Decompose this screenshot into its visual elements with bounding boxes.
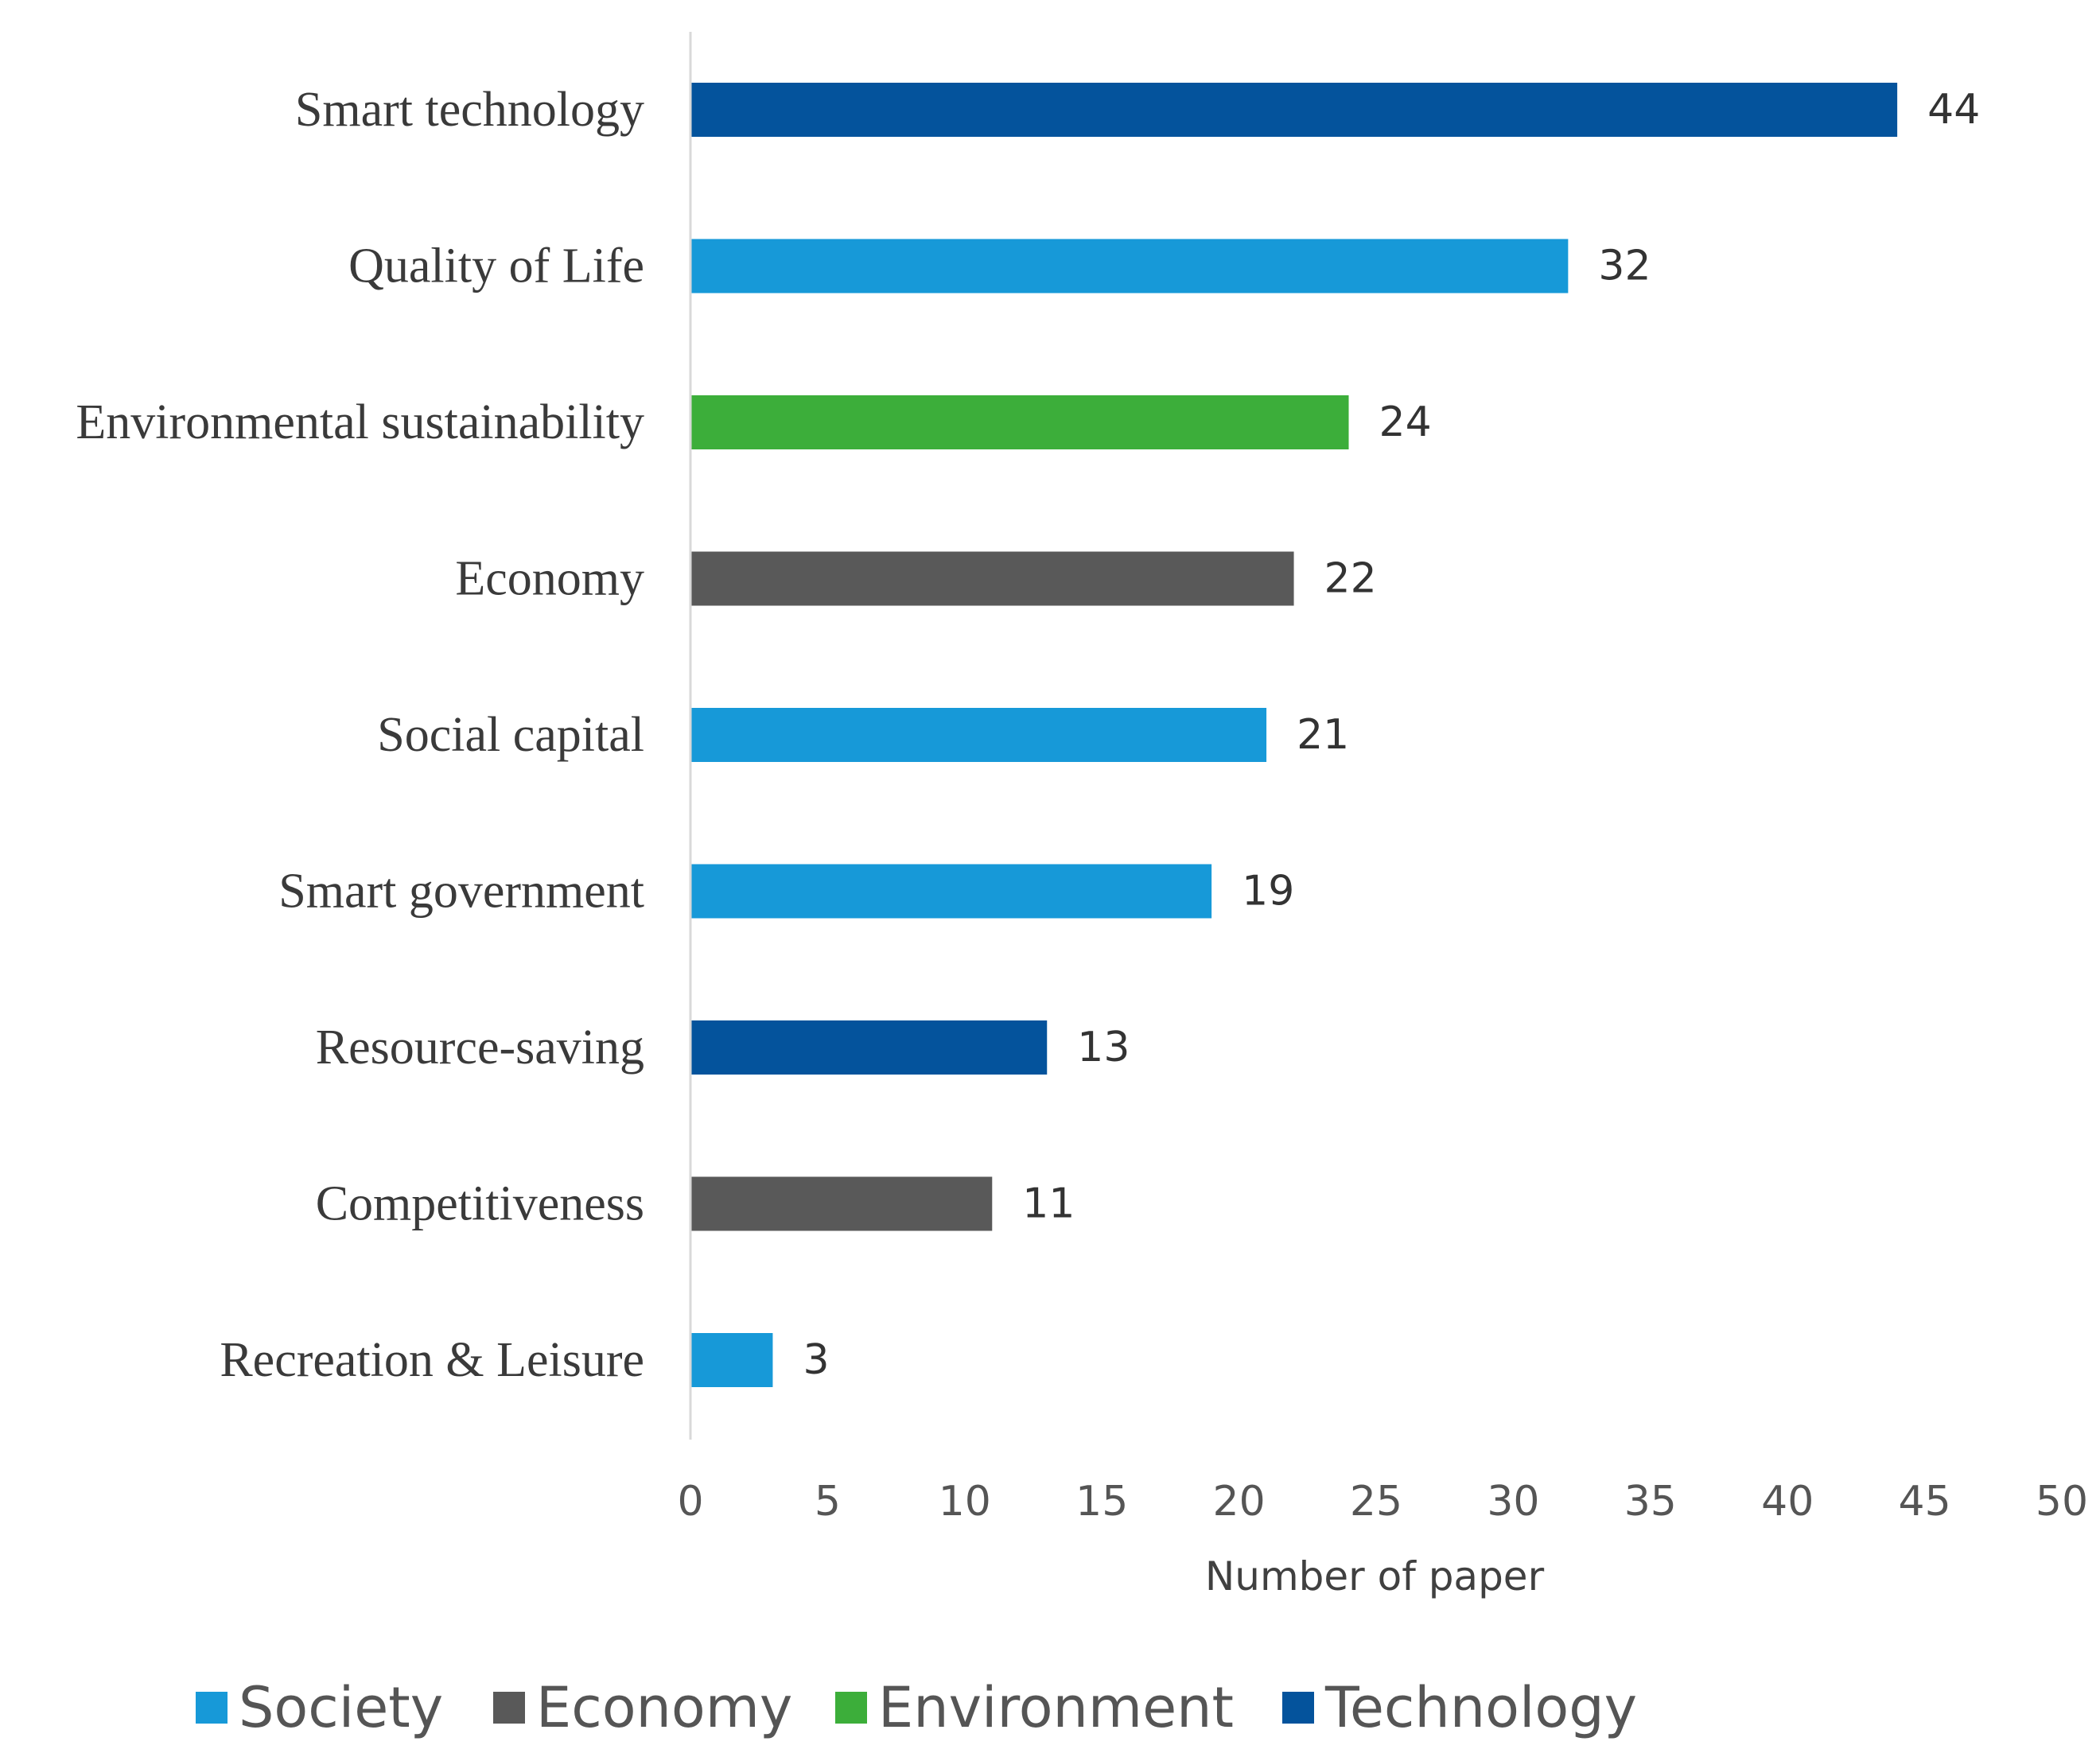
- legend-item-society: Society: [196, 1675, 443, 1740]
- value-label-smart-government: 19: [1242, 868, 1294, 915]
- bar-smart-government: [690, 864, 1212, 919]
- bar-recreation-leisure: [690, 1333, 773, 1387]
- legend-label-technology: Technology: [1324, 1675, 1637, 1740]
- value-label-economy: 22: [1324, 555, 1377, 603]
- category-label-quality-of-life: Quality of Life: [348, 239, 644, 293]
- legend-label-economy: Economy: [536, 1675, 792, 1740]
- category-label-economy: Economy: [455, 552, 644, 606]
- value-label-smart-technology: 44: [1927, 86, 1980, 134]
- x-tick-20: 20: [1213, 1478, 1266, 1526]
- legend-swatch-technology: [1282, 1692, 1314, 1724]
- legend-item-environment: Environment: [835, 1675, 1234, 1740]
- bar-competitiveness: [690, 1176, 993, 1231]
- category-label-smart-technology: Smart technology: [295, 83, 644, 137]
- x-tick-25: 25: [1350, 1478, 1402, 1526]
- legend-swatch-environment: [835, 1692, 867, 1724]
- category-labels: Smart technology Quality of Life Environme…: [76, 83, 644, 1387]
- bars-layer: [690, 83, 1898, 1387]
- bar-social-capital: [690, 708, 1267, 762]
- value-label-competitiveness: 11: [1022, 1180, 1075, 1228]
- legend: Society Economy Environment Technology: [196, 1675, 1637, 1740]
- x-tick-50: 50: [2036, 1478, 2088, 1526]
- value-label-recreation-leisure: 3: [803, 1336, 829, 1384]
- category-label-recreation-leisure: Recreation & Leisure: [220, 1333, 644, 1387]
- value-label-resource-saving: 13: [1077, 1024, 1130, 1071]
- value-label-environmental-sustainability: 24: [1379, 398, 1432, 446]
- x-tick-40: 40: [1761, 1478, 1814, 1526]
- legend-swatch-society: [196, 1692, 228, 1724]
- bar-quality-of-life: [690, 239, 1569, 293]
- x-tick-10: 10: [939, 1478, 991, 1526]
- x-tick-0: 0: [677, 1478, 703, 1526]
- x-axis-ticks: 0 5 10 15 20 25 30 35 40 45 50: [677, 1478, 2088, 1526]
- value-label-social-capital: 21: [1297, 711, 1349, 759]
- category-label-social-capital: Social capital: [377, 708, 644, 762]
- category-label-resource-saving: Resource-saving: [316, 1020, 644, 1075]
- x-tick-30: 30: [1487, 1478, 1539, 1526]
- legend-item-economy: Economy: [493, 1675, 792, 1740]
- category-label-smart-government: Smart government: [278, 865, 644, 919]
- x-tick-5: 5: [815, 1478, 841, 1526]
- x-axis-title: Number of paper: [1205, 1553, 1545, 1599]
- category-label-environmental-sustainability: Environmental sustainability: [76, 395, 644, 449]
- legend-label-society: Society: [239, 1675, 443, 1740]
- x-tick-35: 35: [1624, 1478, 1677, 1526]
- bar-economy: [690, 551, 1294, 606]
- bar-smart-technology: [690, 83, 1898, 137]
- legend-label-environment: Environment: [878, 1675, 1234, 1740]
- legend-item-technology: Technology: [1282, 1675, 1637, 1740]
- bar-environmental-sustainability: [690, 395, 1349, 449]
- value-labels: 44 32 24 22 21 19 13 11 3: [803, 86, 1980, 1384]
- category-label-competitiveness: Competitiveness: [316, 1177, 644, 1231]
- bar-resource-saving: [690, 1020, 1048, 1075]
- x-tick-45: 45: [1899, 1478, 1951, 1526]
- x-tick-15: 15: [1075, 1478, 1128, 1526]
- legend-swatch-economy: [493, 1692, 525, 1724]
- value-label-quality-of-life: 32: [1598, 243, 1651, 290]
